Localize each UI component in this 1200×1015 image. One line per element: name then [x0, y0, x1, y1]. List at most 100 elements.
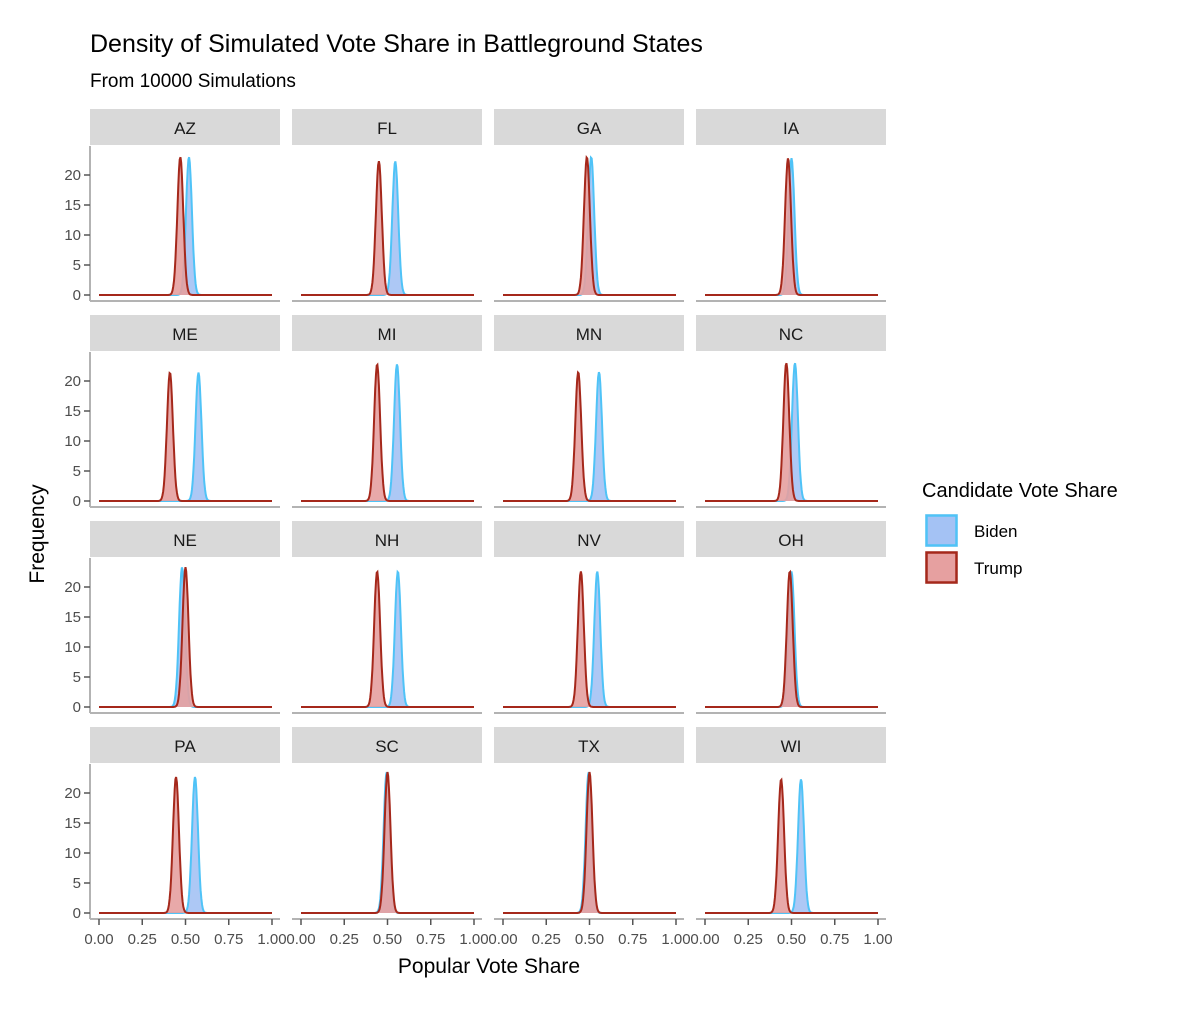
- x-tick-label: 0.50: [373, 931, 402, 948]
- biden-line-NV: [503, 571, 676, 708]
- trump-line-NH: [301, 569, 474, 708]
- trump-area-MN: [503, 372, 676, 501]
- x-tick-label: 0.00: [690, 931, 719, 948]
- trump-line-MN: [503, 370, 676, 502]
- biden-area-WI: [705, 779, 878, 913]
- trump-line-MI: [301, 362, 474, 502]
- facet-strip-ME: [90, 315, 280, 351]
- facet-strip-NH: [292, 521, 482, 557]
- facet-label-SC: SC: [375, 737, 399, 756]
- x-tick-label: 1.00: [459, 931, 488, 948]
- y-axis-title: Frequency: [26, 484, 49, 584]
- biden-line-WI: [705, 779, 878, 914]
- biden-area-MI: [301, 364, 474, 501]
- y-tick-label: 20: [64, 579, 81, 596]
- trump-line-AZ: [99, 156, 272, 296]
- x-tick-label: 0.25: [330, 931, 359, 948]
- facet-strip-MI: [292, 315, 482, 351]
- biden-area-MN: [503, 372, 676, 501]
- y-tick-label: 15: [64, 609, 81, 626]
- y-tick-label: 15: [64, 403, 81, 420]
- facet-strip-WI: [696, 727, 886, 763]
- legend-key-biden: [925, 514, 958, 547]
- facet-label-IA: IA: [783, 119, 800, 138]
- trump-line-NC: [705, 362, 878, 502]
- facet-label-PA: PA: [174, 737, 196, 756]
- x-tick-label: 0.75: [214, 931, 243, 948]
- x-tick-label: 0.50: [171, 931, 200, 948]
- biden-line-PA: [99, 776, 272, 914]
- y-tick-label: 20: [64, 167, 81, 184]
- y-tick-label: 0: [73, 905, 81, 922]
- y-tick-label: 10: [64, 845, 81, 862]
- x-tick-label: 0.25: [734, 931, 763, 948]
- trump-line-GA: [503, 155, 676, 296]
- facet-strip-SC: [292, 727, 482, 763]
- trump-line-IA: [705, 158, 878, 296]
- facet-label-NE: NE: [173, 531, 197, 550]
- y-tick-label: 0: [73, 699, 81, 716]
- facet-strip-GA: [494, 109, 684, 145]
- y-tick-label: 10: [64, 433, 81, 450]
- legend-label-trump: Trump: [974, 559, 1023, 578]
- trump-line-TX: [503, 771, 676, 914]
- x-tick-label: 0.50: [575, 931, 604, 948]
- legend-title: Candidate Vote Share: [922, 480, 1118, 502]
- biden-area-NV: [503, 571, 676, 707]
- trump-line-ME: [99, 371, 272, 502]
- trump-line-FL: [301, 160, 474, 296]
- x-tick-label: 0.00: [84, 931, 113, 948]
- trump-line-PA: [99, 776, 272, 914]
- y-tick-label: 20: [64, 373, 81, 390]
- trump-area-OH: [705, 572, 878, 707]
- facet-label-MN: MN: [576, 325, 602, 344]
- facet-strip-AZ: [90, 109, 280, 145]
- trump-line-WI: [705, 777, 878, 914]
- biden-line-NH: [301, 569, 474, 708]
- facet-label-NH: NH: [375, 531, 400, 550]
- y-tick-label: 0: [73, 287, 81, 304]
- facet-strip-FL: [292, 109, 482, 145]
- trump-line-NV: [503, 571, 676, 708]
- trump-area-NE: [99, 567, 272, 707]
- trump-area-NV: [503, 571, 676, 707]
- trump-area-WI: [705, 779, 878, 913]
- biden-area-PA: [99, 777, 272, 913]
- trump-area-TX: [503, 772, 676, 913]
- facet-label-MI: MI: [378, 325, 397, 344]
- x-tick-label: 0.00: [286, 931, 315, 948]
- chart-subtitle: From 10000 Simulations: [90, 71, 296, 92]
- x-tick-label: 0.75: [416, 931, 445, 948]
- trump-line-SC: [301, 771, 474, 914]
- y-tick-label: 15: [64, 815, 81, 832]
- legend-key-trump: [925, 551, 958, 584]
- x-axis-title: Popular Vote Share: [398, 955, 580, 978]
- y-tick-label: 10: [64, 639, 81, 656]
- facet-label-AZ: AZ: [174, 119, 196, 138]
- trump-area-FL: [301, 161, 474, 295]
- facet-strip-MN: [494, 315, 684, 351]
- biden-line-MN: [503, 371, 676, 502]
- facet-label-NC: NC: [779, 325, 804, 344]
- facet-strip-NE: [90, 521, 280, 557]
- facet-strip-OH: [696, 521, 886, 557]
- x-tick-label: 0.25: [532, 931, 561, 948]
- trump-area-PA: [99, 777, 272, 913]
- biden-area-FL: [301, 161, 474, 295]
- y-tick-label: 0: [73, 493, 81, 510]
- trump-area-MI: [301, 364, 474, 501]
- facet-label-GA: GA: [577, 119, 602, 138]
- facet-strip-PA: [90, 727, 280, 763]
- trump-area-SC: [301, 772, 474, 913]
- legend-label-biden: Biden: [974, 522, 1017, 541]
- y-tick-label: 5: [73, 875, 81, 892]
- y-tick-label: 10: [64, 227, 81, 244]
- trump-line-NE: [99, 567, 272, 708]
- y-tick-label: 5: [73, 463, 81, 480]
- facet-label-FL: FL: [377, 119, 397, 138]
- x-tick-label: 0.50: [777, 931, 806, 948]
- facet-label-TX: TX: [578, 737, 600, 756]
- facet-strip-NC: [696, 315, 886, 351]
- biden-area-ME: [99, 372, 272, 501]
